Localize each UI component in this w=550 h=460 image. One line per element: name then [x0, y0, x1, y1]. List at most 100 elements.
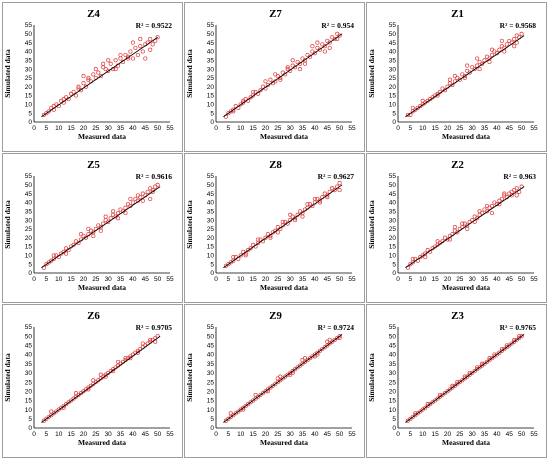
chart-title: Z1	[451, 8, 464, 20]
y-tick-label: 5	[210, 110, 214, 117]
chart-panel-z9: Z9 R² = 0.9724 0 5 10 15 20 25 30 35 40 45 50 55 0 5 10 1…	[184, 304, 365, 458]
r-squared-label: R² = 0.954	[321, 21, 354, 30]
y-tick-label: 35	[25, 361, 33, 368]
data-point	[123, 356, 128, 361]
data-point	[337, 181, 342, 186]
x-tick-label: 50	[154, 431, 162, 438]
data-point	[150, 189, 155, 194]
y-tick-label: 15	[25, 244, 33, 251]
chart-panel-z8: Z8 R² = 0.9627 0 5 10 15 20 25 30 35 40 45 50 55 0 5 10 1…	[184, 153, 365, 303]
data-point	[251, 89, 256, 95]
y-tick-label: 45	[207, 343, 215, 350]
data-point	[91, 72, 96, 77]
x-tick-label: 0	[396, 276, 400, 283]
y-tick-label: 0	[392, 425, 396, 432]
data-point	[325, 38, 330, 43]
x-tick-label: 45	[506, 276, 514, 283]
x-tick-label: 25	[274, 276, 282, 283]
data-point	[283, 374, 288, 379]
y-tick-label: 10	[25, 407, 33, 414]
data-point	[452, 225, 457, 230]
x-tick-label: 55	[348, 431, 356, 438]
x-tick-label: 10	[55, 431, 63, 438]
x-tick-label: 10	[55, 276, 63, 283]
data-point	[64, 251, 69, 256]
data-point	[499, 44, 504, 49]
x-tick-label: 50	[518, 276, 526, 283]
data-point	[231, 255, 236, 260]
y-tick-label: 45	[389, 343, 397, 350]
y-tick-label: 55	[25, 324, 33, 331]
x-tick-label: 40	[493, 125, 501, 132]
data-point	[46, 109, 51, 114]
x-tick-label: 30	[105, 431, 113, 438]
data-point	[113, 67, 118, 72]
y-tick-label: 30	[389, 66, 397, 73]
x-axis-label: Measured data	[442, 438, 490, 447]
y-tick-label: 45	[207, 40, 215, 47]
data-point	[502, 191, 507, 196]
data-point	[86, 226, 91, 231]
y-tick-label: 5	[392, 261, 396, 268]
x-tick-label: 5	[45, 125, 49, 132]
x-tick-label: 10	[237, 125, 245, 132]
data-point	[290, 63, 295, 68]
data-point	[148, 196, 153, 201]
y-tick-label: 5	[28, 416, 32, 423]
x-tick-label: 20	[444, 125, 452, 132]
data-point	[457, 77, 462, 82]
y-tick-label: 0	[210, 425, 214, 432]
y-tick-label: 25	[389, 379, 397, 386]
x-tick-label: 0	[214, 431, 218, 438]
data-point	[128, 196, 133, 201]
data-point	[465, 63, 470, 68]
y-tick-label: 5	[210, 261, 214, 268]
x-tick-label: 30	[469, 431, 477, 438]
x-tick-label: 40	[129, 431, 137, 438]
x-tick-label: 5	[409, 276, 413, 283]
data-point	[155, 35, 160, 40]
data-point	[69, 398, 74, 403]
x-axis-label: Measured data	[260, 283, 308, 292]
y-tick-label: 20	[25, 84, 33, 91]
data-point	[492, 354, 497, 359]
y-tick-label: 0	[392, 270, 396, 277]
x-tick-label: 35	[481, 276, 489, 283]
x-tick-label: 55	[348, 125, 356, 132]
x-tick-label: 45	[142, 125, 150, 132]
x-tick-label: 5	[409, 125, 413, 132]
data-point	[145, 189, 150, 194]
y-tick-label: 30	[389, 217, 397, 224]
x-tick-label: 5	[45, 431, 49, 438]
data-point	[116, 359, 121, 364]
x-tick-label: 45	[142, 431, 150, 438]
data-point	[135, 52, 140, 58]
data-point	[310, 203, 315, 209]
data-point	[255, 237, 261, 242]
y-tick-label: 40	[389, 352, 397, 359]
data-point	[332, 37, 337, 42]
x-tick-label: 0	[396, 125, 400, 132]
data-point	[108, 61, 113, 66]
data-point	[223, 418, 228, 423]
chart-title: Z8	[269, 159, 282, 171]
data-point	[81, 81, 86, 86]
y-tick-label: 15	[25, 398, 33, 405]
data-point	[128, 49, 133, 54]
y-axis-label: Simulated data	[367, 353, 376, 402]
x-tick-label: 0	[396, 431, 400, 438]
y-tick-label: 50	[207, 182, 215, 189]
data-point	[447, 77, 452, 82]
x-tick-label: 10	[237, 276, 245, 283]
x-tick-label: 20	[262, 431, 270, 438]
x-tick-label: 45	[142, 276, 150, 283]
chart-title: Z6	[87, 310, 100, 322]
fit-line	[41, 186, 161, 269]
data-point	[46, 414, 51, 420]
data-point	[519, 31, 524, 36]
x-tick-label: 55	[530, 276, 538, 283]
data-point	[251, 398, 256, 403]
x-tick-label: 40	[493, 276, 501, 283]
